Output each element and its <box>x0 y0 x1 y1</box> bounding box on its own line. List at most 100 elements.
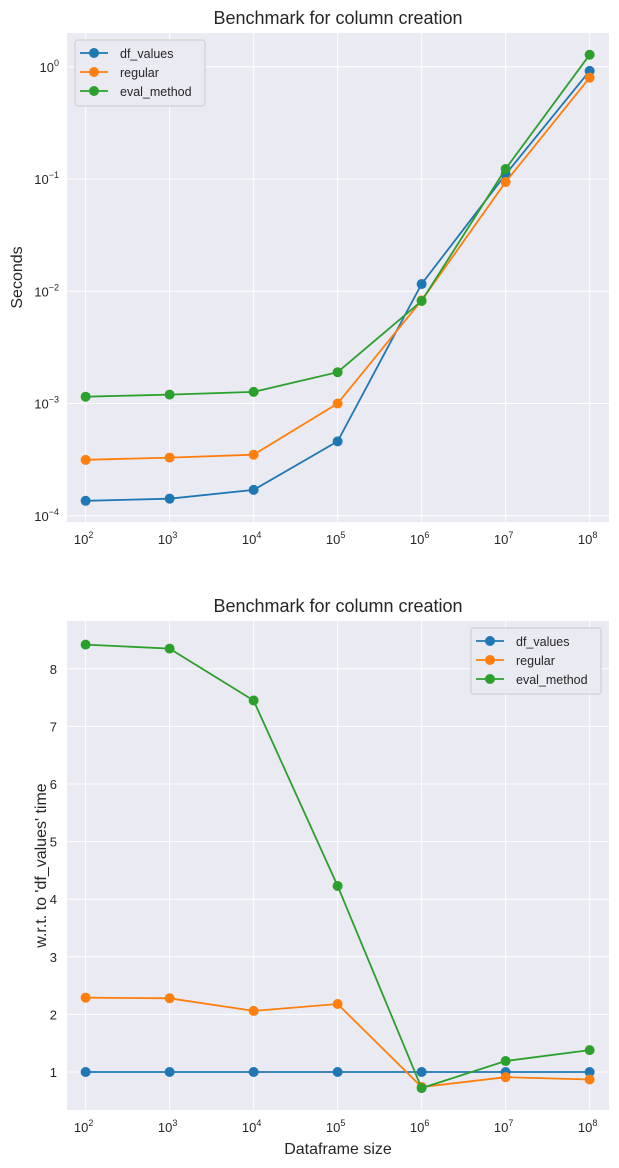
data-point <box>248 1005 259 1016</box>
x-axis-label: Dataframe size <box>284 1141 392 1158</box>
x-tick-label: 108 <box>578 530 597 547</box>
data-point <box>80 391 91 402</box>
data-point <box>80 639 91 650</box>
data-point <box>248 484 259 495</box>
legend-marker <box>89 86 99 96</box>
data-point <box>248 695 259 706</box>
x-tick-label: 106 <box>410 1118 429 1135</box>
data-point <box>164 493 175 504</box>
bottom-chart: 102 103 104 105 106 107 108 1 2 3 4 5 6 7 8 Benchmark … <box>33 596 609 1158</box>
data-point <box>584 72 595 83</box>
data-point <box>164 1066 175 1077</box>
data-point <box>416 279 427 290</box>
gridlines <box>67 33 609 522</box>
x-tick-label: 108 <box>578 1118 597 1135</box>
data-point <box>332 367 343 378</box>
x-tick-label: 105 <box>326 530 345 547</box>
data-point <box>584 1074 595 1085</box>
legend-marker <box>89 67 99 77</box>
data-point <box>80 992 91 1003</box>
data-point <box>584 1045 595 1056</box>
x-tick-label: 104 <box>242 1118 261 1135</box>
data-point <box>332 398 343 409</box>
series-lines <box>80 639 595 1094</box>
x-tick-label: 102 <box>74 530 93 547</box>
data-point <box>500 1072 511 1083</box>
series-df-values <box>80 1066 595 1077</box>
series-eval-method <box>80 49 595 402</box>
data-point <box>164 643 175 654</box>
x-tick-label: 107 <box>494 1118 513 1135</box>
data-point <box>80 1066 91 1077</box>
data-point <box>248 449 259 460</box>
y-tick-label: 10−1 <box>34 170 59 187</box>
legend-marker <box>89 48 99 58</box>
x-tick-label: 102 <box>74 1118 93 1135</box>
data-point <box>584 49 595 60</box>
legend-item: df_values <box>80 47 174 61</box>
x-tick-label: 103 <box>158 1118 177 1135</box>
data-point <box>164 452 175 463</box>
data-point <box>332 1066 343 1077</box>
y-axis-label: w.r.t. to 'df_values' time <box>33 783 50 949</box>
legend-marker <box>485 674 495 684</box>
series-df-values <box>80 65 595 506</box>
top-chart: 102 103 104 105 106 107 108 10−4 10−3 10−2 10−1 100… <box>9 8 609 547</box>
legend-label: df_values <box>120 47 174 61</box>
legend-label: df_values <box>516 635 570 649</box>
data-point <box>584 1066 595 1077</box>
tick-labels: 102 103 104 105 106 107 108 10−4 10−3 10−2 10−1 100 <box>34 58 597 547</box>
data-point <box>416 1066 427 1077</box>
y-tick-label: 10−2 <box>34 282 59 299</box>
legend-label: eval_method <box>516 673 588 687</box>
x-tick-label: 103 <box>158 530 177 547</box>
data-point <box>332 436 343 447</box>
legend-label: eval_method <box>120 85 192 99</box>
legend-item: regular <box>476 654 555 668</box>
data-point <box>332 880 343 891</box>
legend-item: regular <box>80 66 159 80</box>
y-tick-label: 3 <box>50 950 57 965</box>
data-point <box>416 295 427 306</box>
y-tick-label: 2 <box>50 1007 57 1022</box>
legend-item: df_values <box>476 635 570 649</box>
data-point <box>416 1083 427 1094</box>
y-tick-label: 6 <box>50 777 57 792</box>
data-point <box>500 177 511 188</box>
tick-labels: 102 103 104 105 106 107 108 1 2 3 4 5 6 7 8 <box>50 662 598 1135</box>
x-tick-label: 106 <box>410 530 429 547</box>
y-tick-label: 5 <box>50 835 57 850</box>
y-tick-label: 100 <box>40 58 59 75</box>
legend-marker <box>485 636 495 646</box>
data-point <box>248 386 259 397</box>
data-point <box>80 495 91 506</box>
chart-title: Benchmark for column creation <box>213 596 462 616</box>
y-tick-label: 10−3 <box>34 395 59 412</box>
x-tick-label: 104 <box>242 530 261 547</box>
y-tick-label: 7 <box>50 719 57 734</box>
legend-label: regular <box>120 66 159 80</box>
legend-item: eval_method <box>80 85 192 99</box>
y-tick-label: 1 <box>50 1065 57 1080</box>
chart-title: Benchmark for column creation <box>213 8 462 28</box>
data-point <box>164 993 175 1004</box>
y-tick-label: 10−4 <box>34 507 59 524</box>
series-regular <box>80 72 595 465</box>
x-tick-label: 105 <box>326 1118 345 1135</box>
legend-marker <box>485 655 495 665</box>
legend-label: regular <box>516 654 555 668</box>
legend-box <box>74 39 206 107</box>
data-point <box>500 163 511 174</box>
legend-box <box>470 627 602 695</box>
data-point <box>80 454 91 465</box>
series-lines <box>80 49 595 506</box>
series-eval-method <box>80 639 595 1094</box>
legend-item: eval_method <box>476 673 588 687</box>
data-point <box>164 389 175 400</box>
data-point <box>500 1056 511 1067</box>
y-tick-label: 4 <box>50 892 57 907</box>
data-point <box>248 1066 259 1077</box>
